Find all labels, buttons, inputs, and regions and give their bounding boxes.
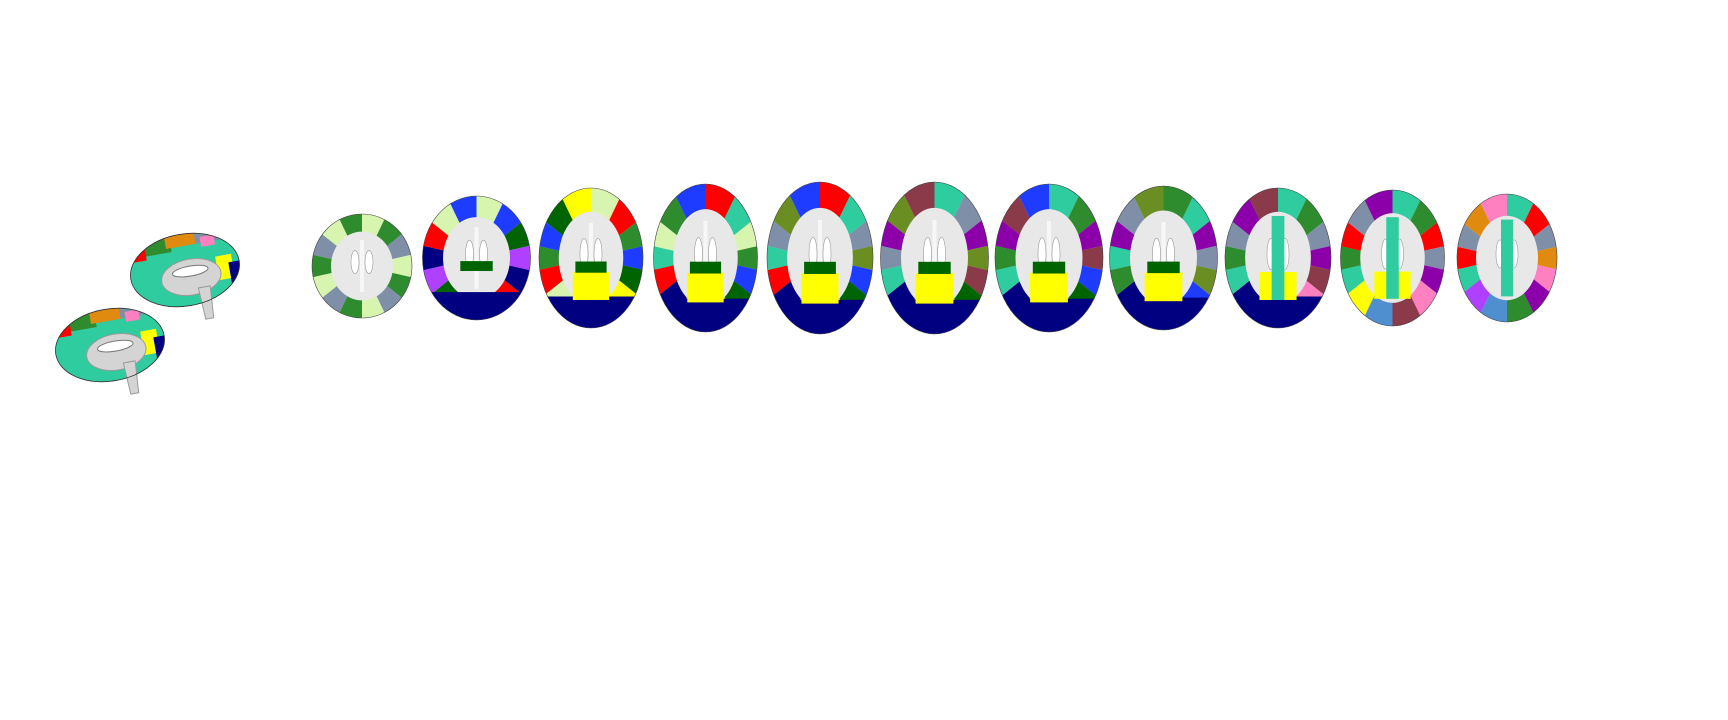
cortical-region [476, 241, 531, 275]
midline [1161, 222, 1166, 294]
slice-11-regions [1457, 194, 1557, 322]
slice-11 [1456, 193, 1558, 323]
slice-8-outline [1109, 185, 1218, 331]
thalamic-region [1032, 261, 1066, 274]
slice-11-outline [1456, 193, 1558, 323]
slice-4 [653, 183, 758, 333]
slice-6-outline [880, 181, 989, 335]
slice-4-outline [653, 183, 758, 333]
cortical-region [1507, 240, 1557, 276]
slice-3 [538, 187, 644, 329]
cortical-region [880, 237, 935, 279]
thalamic-region [804, 261, 836, 274]
cortical-region [995, 238, 1049, 278]
cortical-region [591, 239, 643, 277]
cortical-region [1163, 238, 1218, 278]
cortical-region [1340, 239, 1393, 277]
midline [589, 223, 593, 293]
cortical-region [653, 238, 706, 278]
medial-region [1501, 219, 1513, 297]
cortical-region [1392, 239, 1445, 277]
ventricle [97, 339, 134, 353]
slice-10-outline [1340, 189, 1445, 327]
cortical-region [1225, 239, 1278, 277]
precuneus-region [572, 272, 610, 300]
precuneus-region [687, 272, 724, 303]
cortical-region [767, 237, 820, 279]
midline [474, 227, 479, 289]
midline [818, 220, 822, 296]
slice-1-outline [311, 213, 413, 319]
thalamic-region [1147, 261, 1180, 274]
cortical-region [1049, 238, 1103, 278]
region-pink [124, 309, 141, 322]
ventricle-right [364, 250, 374, 274]
slice-2-outline [422, 195, 531, 321]
slice-9-outline [1224, 187, 1332, 329]
slice-3-regions [539, 188, 643, 328]
sagittal-lower-outline [55, 307, 165, 383]
slice-5 [766, 181, 874, 335]
sagittal-upper-brainstem [197, 285, 215, 320]
precuneus-region [915, 273, 954, 304]
slice-1 [311, 213, 413, 319]
medial-region [1271, 216, 1285, 300]
cortical-region [1457, 240, 1507, 276]
ventricle-left [350, 250, 360, 274]
slice-4-regions [653, 184, 758, 332]
thalamic-region [918, 261, 951, 274]
slice-7-outline [994, 183, 1104, 333]
cortical-region [539, 239, 591, 277]
midline [1047, 221, 1051, 295]
midline [360, 240, 364, 292]
cortical-region [705, 238, 758, 278]
midline [932, 220, 937, 296]
slice-3-outline [538, 187, 644, 329]
cortical-region [1278, 239, 1331, 277]
cortical-region [820, 237, 873, 279]
cortical-region [934, 237, 989, 279]
region-pink [199, 234, 216, 247]
thalamic-region [689, 261, 722, 274]
midline [703, 221, 708, 295]
precuneus-region [1030, 272, 1068, 303]
axial-slices-row [311, 181, 1558, 335]
sagittal-lower-brainstem [122, 360, 140, 395]
cortical-region [1109, 238, 1164, 278]
slice-5-outline [766, 181, 874, 335]
slice-5-regions [767, 182, 873, 334]
medial-region [1386, 217, 1399, 299]
thalamic-region [575, 261, 607, 273]
thalamic-region [460, 261, 493, 272]
slice-1-regions [312, 214, 412, 318]
cortical-region [422, 241, 477, 275]
precuneus-region [801, 273, 839, 304]
precuneus-region [1144, 272, 1183, 302]
sagittal-upper-outline [130, 232, 240, 308]
ventricle [172, 264, 209, 278]
